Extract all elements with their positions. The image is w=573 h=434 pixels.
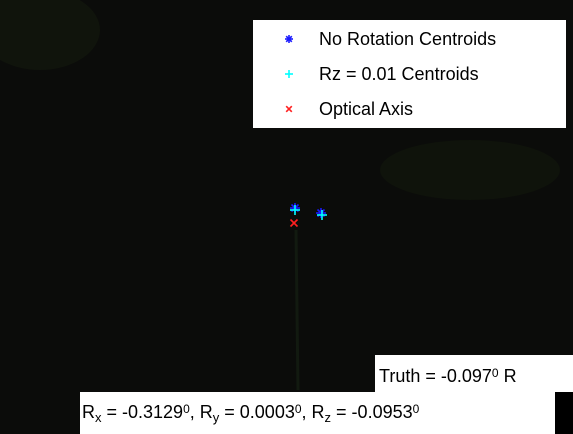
data-point: [317, 210, 327, 220]
legend-marker: [285, 105, 293, 113]
annotation-part: R: [82, 402, 95, 422]
legend-marker: [285, 70, 293, 78]
annotation-part: y: [213, 410, 220, 425]
legend-label: Rz = 0.01 Centroids: [319, 64, 479, 84]
image-blob: [380, 140, 560, 200]
annotation-box: [80, 392, 555, 434]
annotation-part: = -0.0953: [331, 402, 413, 422]
marker-stroke: [285, 105, 293, 113]
image-blob: [0, 0, 100, 70]
legend-label: No Rotation Centroids: [319, 29, 496, 49]
annotation-part: , R: [302, 402, 325, 422]
annotation-part: , R: [190, 402, 213, 422]
annotation: Rx = -0.31290, Ry = 0.00030, Rz = -0.095…: [82, 402, 420, 425]
marker-stroke: [285, 35, 293, 43]
legend-label: Optical Axis: [319, 99, 413, 119]
annotation-part: = -0.3129: [102, 402, 184, 422]
marker-stroke: [289, 218, 299, 228]
annotation-box-edge: [555, 392, 573, 434]
annotation-part: 0: [413, 402, 420, 416]
annotation-part: 0: [183, 402, 190, 416]
data-point: [316, 208, 326, 218]
annotation-part: z: [325, 410, 332, 425]
data-point: [290, 205, 300, 215]
image-streak: [294, 229, 300, 391]
data-point: [289, 218, 299, 228]
legend-box: [253, 20, 566, 128]
annotation-part: Truth = -0.097: [379, 366, 492, 386]
annotation-part: R: [499, 366, 517, 386]
annotation: Truth = -0.0970 R: [379, 366, 517, 386]
annotation-part: 0: [295, 402, 302, 416]
annotation-part: 0: [492, 366, 499, 380]
legend-marker: [285, 35, 293, 43]
annotation-part: = 0.0003: [219, 402, 295, 422]
annotation-part: x: [95, 410, 102, 425]
annotation-box: [375, 355, 573, 392]
